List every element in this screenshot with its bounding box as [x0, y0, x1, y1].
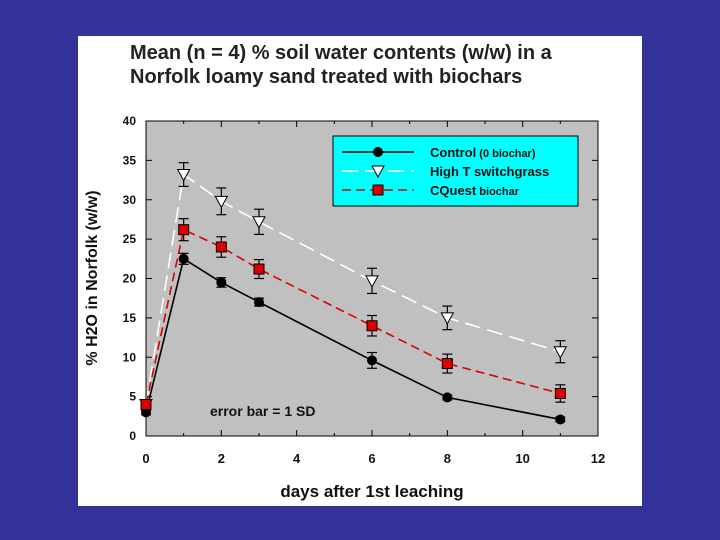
y-tick-label: 0	[129, 429, 136, 443]
x-axis-label: days after 1st leaching	[280, 482, 463, 501]
data-point-marker	[178, 253, 189, 264]
data-point-marker	[555, 414, 566, 425]
data-point-marker	[372, 184, 384, 196]
data-point-marker	[442, 392, 453, 403]
data-point-marker	[441, 358, 453, 370]
data-point-marker	[373, 147, 383, 157]
data-point-marker	[365, 275, 379, 288]
data-point-marker	[252, 216, 266, 229]
legend-label: High T switchgrass	[430, 164, 549, 179]
y-tick-label: 5	[129, 390, 136, 404]
y-tick-label: 35	[123, 153, 137, 167]
y-tick-label: 25	[123, 232, 137, 246]
legend-label-sub: (0 biochar)	[476, 148, 536, 160]
line-chart: 0 5 10 15 20 25 30 35 40 0 2 4 6 8 10 12 Control (0 bio…	[84, 114, 605, 501]
data-point-marker	[216, 277, 227, 288]
y-tick-label: 30	[123, 193, 137, 207]
data-point-marker	[367, 355, 377, 366]
chart-title: Mean (n = 4) % soil water contents (w/w)…	[130, 41, 630, 89]
x-tick-label: 10	[515, 451, 529, 466]
legend-label-main: CQuest	[430, 183, 477, 198]
y-tick-label: 10	[123, 350, 137, 364]
y-tick-label: 40	[123, 114, 137, 128]
x-tick-label: 12	[591, 451, 605, 466]
data-point-marker	[253, 263, 265, 275]
data-point-marker	[554, 387, 566, 399]
y-axis-label: % H2O in Norfolk (w/w)	[84, 190, 101, 365]
legend-label-sub: biochar	[476, 186, 520, 198]
legend-label-main: Control	[430, 145, 476, 160]
x-tick-label: 2	[218, 451, 225, 466]
error-bar-annotation: error bar = 1 SD	[210, 403, 315, 419]
series-1	[141, 252, 566, 425]
data-point-marker	[366, 320, 378, 332]
x-tick-label: 0	[142, 451, 149, 466]
legend-label: Control (0 biochar)	[430, 145, 536, 160]
legend-label: CQuest biochar	[430, 183, 520, 198]
series-3	[140, 218, 566, 410]
series-2	[139, 162, 568, 412]
data-point-marker	[176, 169, 191, 182]
chart-panel: Mean (n = 4) % soil water contents (w/w)…	[78, 36, 642, 506]
y-tick-label: 20	[123, 272, 137, 286]
data-point-marker	[553, 346, 568, 359]
data-point-marker	[440, 312, 455, 325]
y-tick-label: 15	[123, 311, 137, 325]
data-point-marker	[215, 241, 227, 253]
data-point-marker	[371, 165, 385, 179]
chart-title-line-2: Norfolk loamy sand treated with biochars	[130, 66, 523, 88]
data-point-marker	[140, 399, 152, 410]
data-point-marker	[214, 195, 229, 209]
x-tick-label: 6	[368, 451, 375, 466]
chart-title-line-1: Mean (n = 4) % soil water contents (w/w)…	[130, 42, 552, 64]
legend-label-main: High T switchgrass	[430, 164, 549, 179]
x-tick-label: 4	[293, 451, 301, 466]
x-tick-label: 8	[444, 451, 451, 466]
data-point-marker	[178, 224, 190, 236]
data-point-marker	[254, 297, 264, 308]
